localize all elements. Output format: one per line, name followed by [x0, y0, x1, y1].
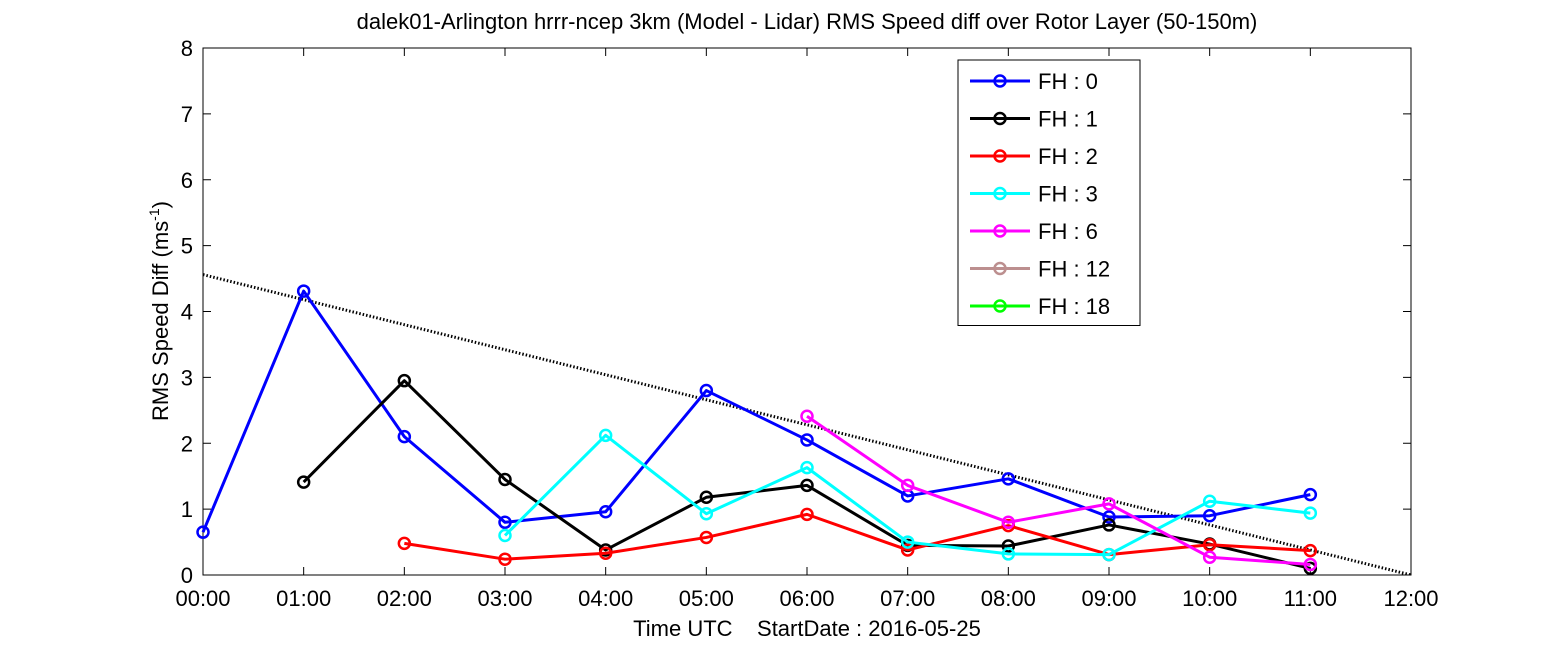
y-tick-label: 0: [181, 563, 193, 588]
data-point-fh-1: [800, 478, 814, 493]
x-tick-label: 07:00: [880, 586, 935, 611]
data-point-fh-3: [598, 428, 613, 443]
y-tick-label: 5: [181, 234, 193, 259]
data-point-fh-0: [296, 284, 311, 298]
trend-layer: [203, 273, 1411, 575]
data-point-fh-2: [800, 507, 814, 522]
data-point-fh-0: [1102, 510, 1116, 524]
data-point-fh-2: [397, 536, 412, 551]
data-point-fh-0: [397, 429, 412, 444]
data-point-fh-0: [1001, 472, 1016, 486]
y-axis-label-main: RMS Speed Diff (ms: [148, 221, 173, 421]
series-line-fh-6: [806, 415, 1311, 566]
legend-entry-label: FH : 1: [1038, 107, 1098, 132]
x-axis-label: Time UTC StartDate : 2016-05-25: [633, 616, 981, 641]
data-point-fh-3: [800, 460, 814, 475]
x-tick-label: 04:00: [578, 586, 633, 611]
data-point-fh-1: [296, 475, 311, 489]
data-point-fh-3: [900, 535, 915, 549]
data-point-fh-3: [498, 528, 512, 543]
x-tick-label: 08:00: [981, 586, 1036, 611]
data-point-fh-0: [800, 433, 814, 447]
data-point-fh-3: [1001, 547, 1016, 561]
legend-swatch-marker: [993, 224, 1007, 238]
legend: FH : 0 FH : 1 FH : 2 FH : 3 FH : 6 FH : 12 FH …: [957, 59, 1141, 326]
data-point-fh-3: [1102, 547, 1116, 562]
series-line-fh-2: [404, 512, 1311, 561]
x-tick-label: 09:00: [1081, 586, 1136, 611]
data-point-fh-6: [900, 478, 915, 493]
x-tick-label: 06:00: [779, 586, 834, 611]
y-tick-label: 2: [181, 431, 193, 456]
x-tick-label: 10:00: [1182, 586, 1237, 611]
x-tick-label: 03:00: [477, 586, 532, 611]
plot-area: [202, 47, 1412, 576]
data-point-fh-1: [397, 373, 412, 388]
data-point-fh-3: [1202, 494, 1217, 508]
y-tick-label: 1: [181, 497, 193, 522]
legend-swatch-marker: [993, 261, 1007, 276]
chart-title: dalek01-Arlington hrrr-ncep 3km (Model -…: [357, 9, 1258, 34]
data-point-fh-1: [498, 472, 512, 487]
data-point-fh-0: [699, 383, 714, 398]
x-tick-label: 05:00: [679, 586, 734, 611]
legend-swatch-marker: [993, 149, 1007, 163]
data-point-fh-1: [699, 490, 714, 505]
data-point-fh-0: [498, 515, 512, 530]
data-point-fh-1: [1001, 539, 1016, 553]
legend-swatch-marker: [993, 299, 1007, 313]
data-point-fh-0: [1202, 508, 1217, 523]
legend-entry-label: FH : 18: [1038, 294, 1110, 319]
x-tick-label: 12:00: [1383, 586, 1438, 611]
data-point-fh-2: [598, 546, 613, 561]
data-point-fh-0: [196, 525, 210, 539]
legend-entry-label: FH : 0: [1038, 69, 1098, 94]
data-point-fh-1: [1303, 561, 1318, 576]
y-tick-label: 6: [181, 168, 193, 193]
data-point-fh-6: [1102, 497, 1116, 511]
data-point-fh-6: [1303, 557, 1318, 572]
legend-swatch-marker: [993, 111, 1007, 126]
x-ticks: 00:00 01:00 02:00 03:00 04:00 05:00 06:00 07:00…: [175, 48, 1439, 611]
legend-entry-label: FH : 12: [1038, 257, 1110, 282]
x-tick-label: 01:00: [276, 586, 331, 611]
series-line-fh-0: [201, 289, 1311, 533]
data-point-fh-6: [800, 409, 814, 423]
x-tick-label: 11:00: [1284, 586, 1337, 611]
trend-line: [203, 273, 1411, 575]
data-point-fh-2: [498, 552, 512, 566]
legend-entry-label: FH : 6: [1038, 219, 1098, 244]
legend-entry-label: FH : 2: [1038, 144, 1098, 169]
series-line-fh-3: [503, 433, 1311, 557]
y-axis-label: RMS Speed Diff (ms-1): [146, 201, 173, 421]
data-point-fh-3: [1303, 506, 1318, 520]
data-point-fh-0: [598, 505, 613, 519]
data-point-fh-6: [1001, 515, 1016, 530]
legend-swatch-marker: [993, 74, 1007, 88]
data-point-fh-2: [900, 543, 915, 557]
series-layer: [196, 284, 1318, 576]
legend-entry-label: FH : 3: [1038, 182, 1098, 207]
y-tick-label: 3: [181, 365, 193, 390]
data-point-fh-2: [699, 530, 714, 545]
y-axis-label-close: ): [148, 201, 173, 208]
legend-swatch-marker: [993, 186, 1007, 201]
data-point-fh-2: [1202, 537, 1217, 552]
x-tick-label: 00:00: [175, 586, 230, 611]
data-point-fh-2: [1303, 543, 1318, 558]
y-tick-label: 7: [181, 102, 193, 127]
y-axis-label-sup: -1: [146, 208, 162, 221]
series-line-fh-1: [302, 379, 1311, 570]
data-point-fh-0: [1303, 487, 1318, 502]
x-tick-label: 02:00: [377, 586, 432, 611]
data-point-fh-3: [699, 506, 714, 521]
data-point-fh-1: [1102, 518, 1116, 532]
y-ticks: 0 1 2 3 4 5 6 7 8: [181, 36, 1411, 588]
data-point-fh-6: [1202, 550, 1217, 564]
y-tick-label: 8: [181, 36, 193, 61]
y-tick-label: 4: [181, 300, 193, 325]
